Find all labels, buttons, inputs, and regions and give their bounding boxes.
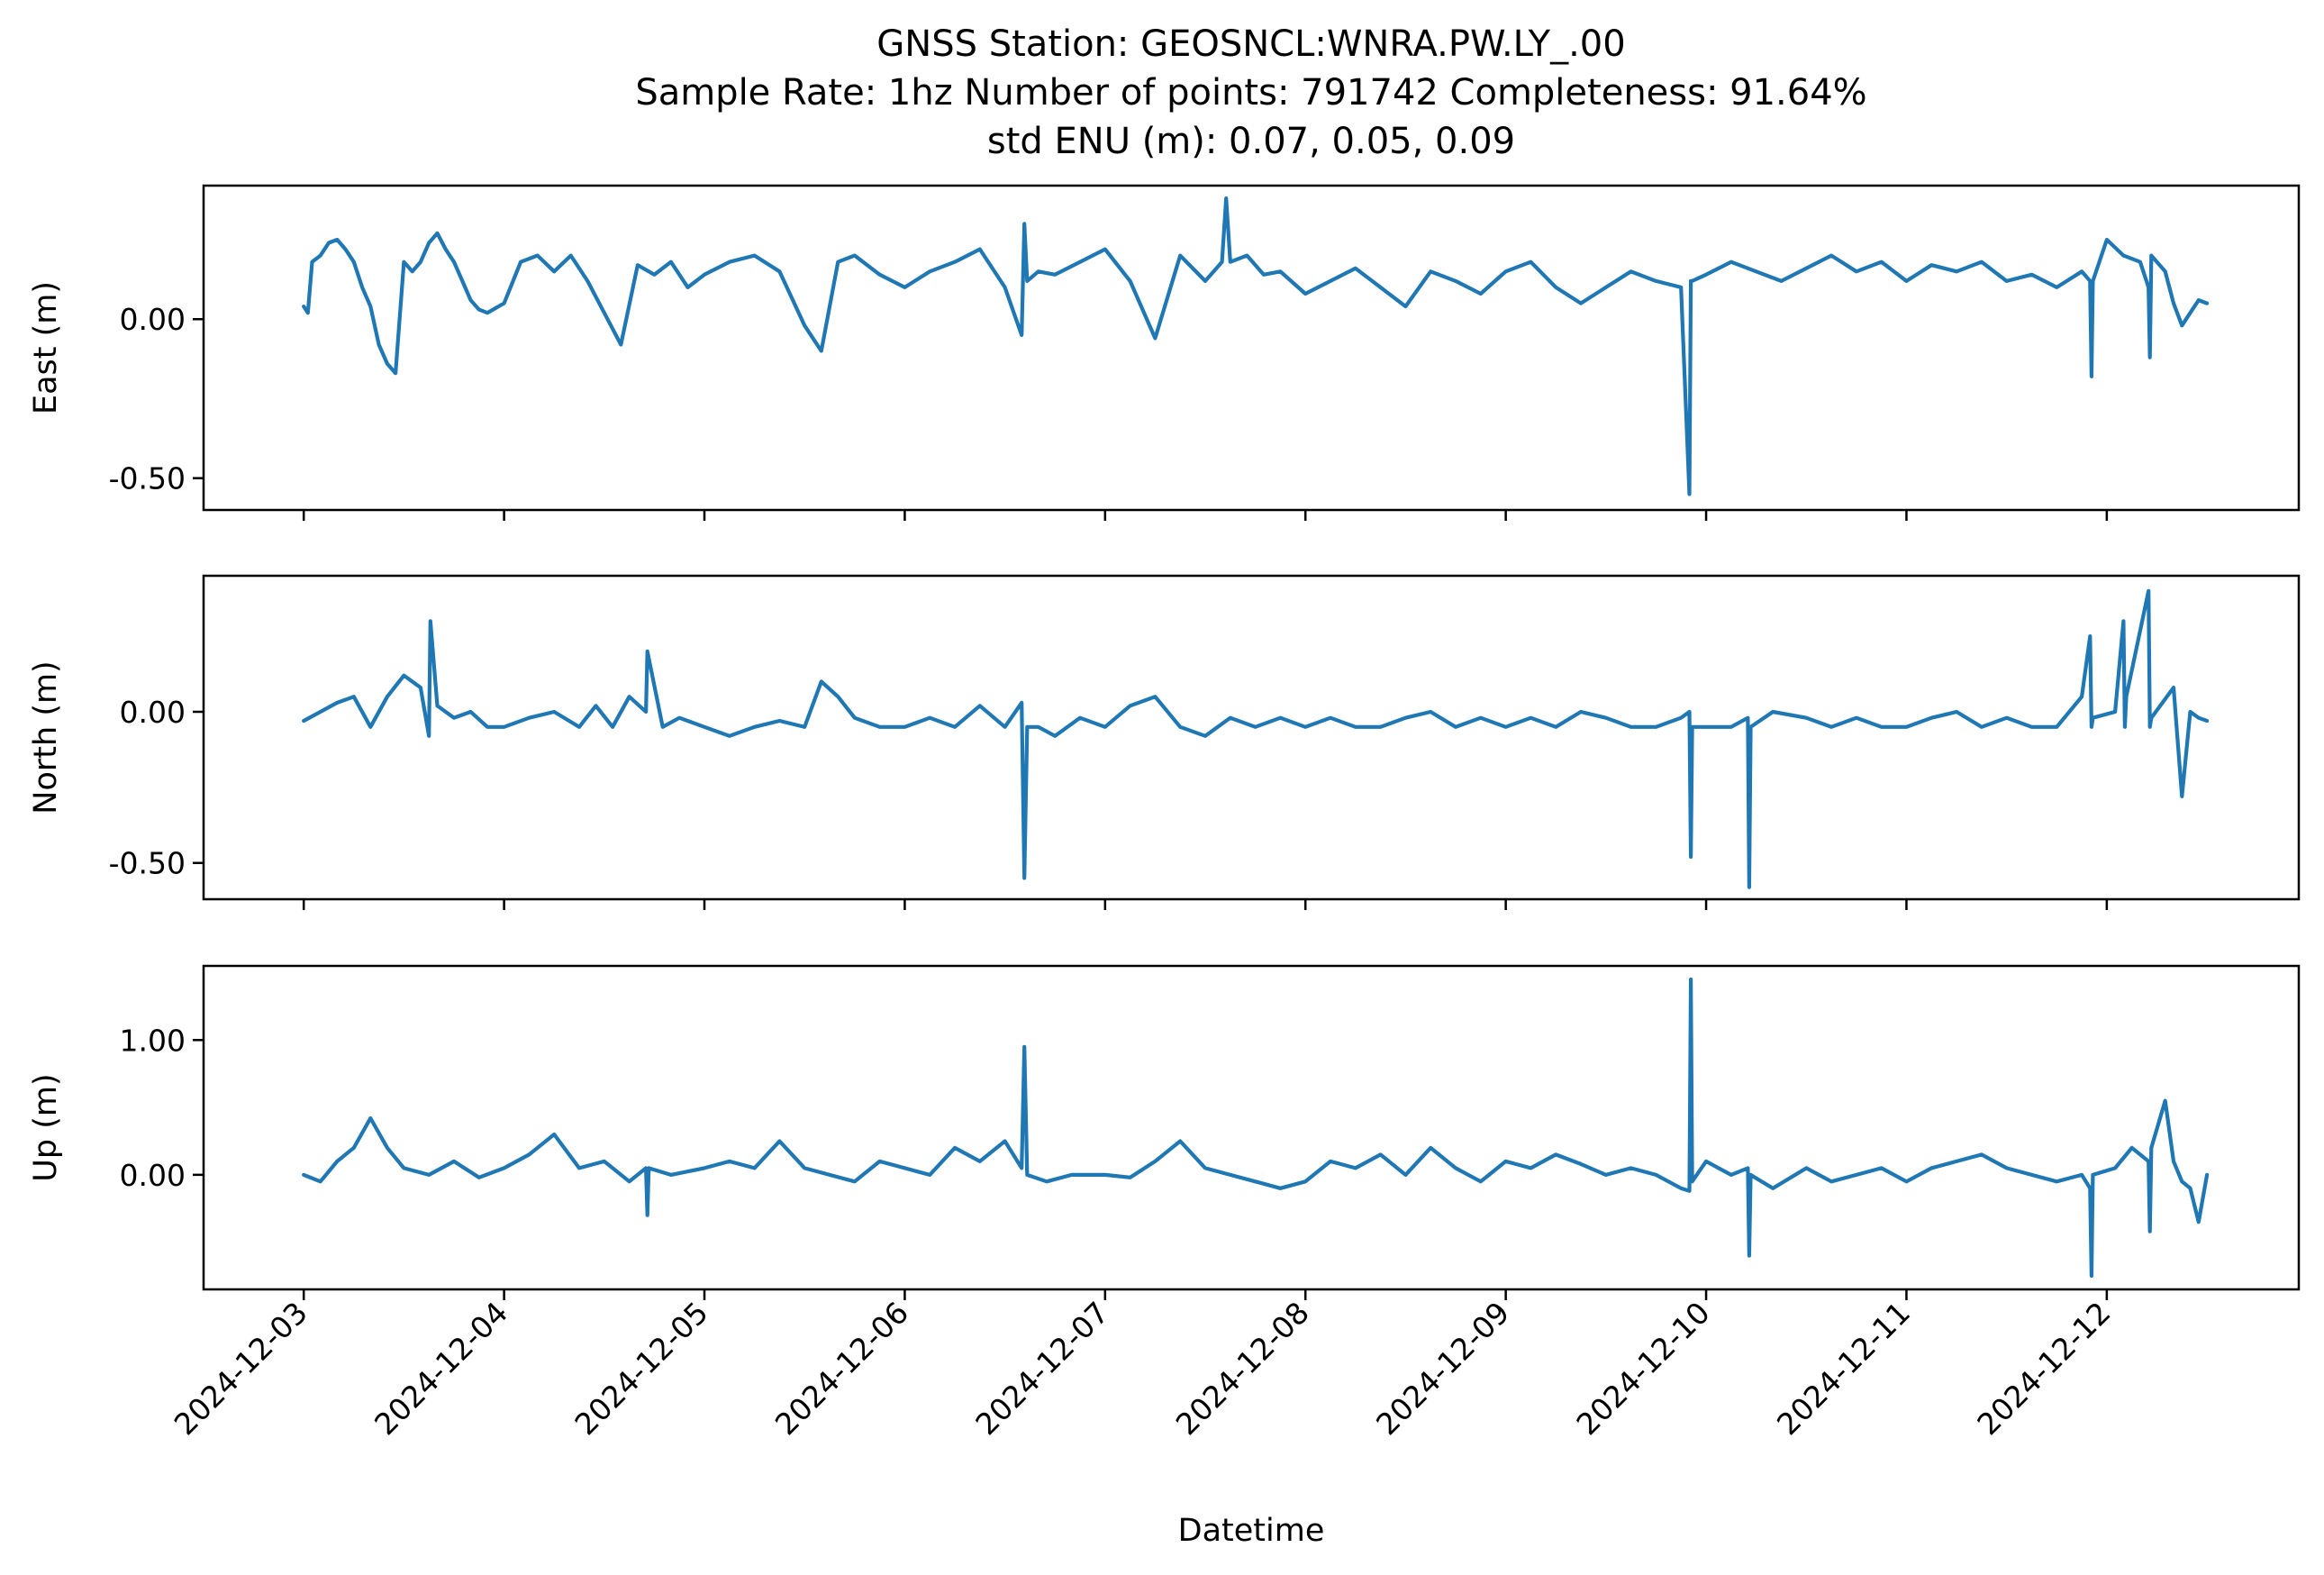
title-line-2: Sample Rate: 1hz Number of points: 79174… <box>635 72 1866 114</box>
north-panel: 0.00 -0.50 North (m) <box>28 574 2301 910</box>
y-tick-label: 0.00 <box>120 1158 186 1193</box>
y-axis-label: East (m) <box>28 281 64 414</box>
y-tick-label: 0.00 <box>120 695 186 730</box>
series-line-0 <box>302 588 2210 889</box>
y-tick-label: -0.50 <box>109 461 186 496</box>
figure-title: GNSS Station: GEOSNCL:WNRA.PW.LY_.00 Sam… <box>635 23 1866 162</box>
y-axis-label: Up (m) <box>28 1073 64 1181</box>
title-line-1: GNSS Station: GEOSNCL:WNRA.PW.LY_.00 <box>876 23 1625 65</box>
series-line-0 <box>302 196 2210 496</box>
y-axis-label: North (m) <box>28 660 64 814</box>
y-tick-label: 1.00 <box>120 1023 186 1058</box>
axes-frame <box>202 184 2301 512</box>
x-axis-label: Datetime <box>1178 1513 1325 1549</box>
east-panel: 0.00 -0.50 East (m) <box>28 184 2301 521</box>
y-tick-label: 0.00 <box>120 302 186 337</box>
y-tick-label: -0.50 <box>109 846 186 881</box>
series-line-0 <box>302 977 2210 1279</box>
axes-frame <box>202 964 2301 1291</box>
title-line-3: std ENU (m): 0.07, 0.05, 0.09 <box>987 121 1515 162</box>
axes-frame <box>202 574 2301 901</box>
